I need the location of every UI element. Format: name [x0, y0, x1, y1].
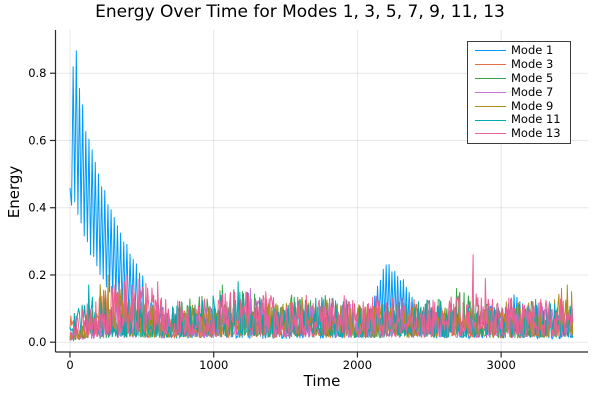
legend-entry: Mode 3 [468, 58, 570, 71]
y-tick-label: 0.8 [28, 66, 46, 80]
y-tick-label: 0.6 [28, 133, 46, 147]
legend-line-sample-icon [475, 78, 506, 80]
series-line-mode-13 [69, 254, 574, 340]
x-tick-label: 0 [66, 358, 73, 372]
legend-label: Mode 3 [511, 57, 554, 72]
legend-label: Mode 5 [511, 70, 554, 85]
x-axis-label: Time [303, 372, 341, 390]
legend-box: Mode 1 Mode 3 Mode 5 Mode 7 Mode 9 Mode 11 Mod… [467, 41, 571, 144]
legend-line-sample-icon [475, 64, 506, 66]
legend-label: Mode 7 [511, 84, 554, 99]
legend-entry: Mode 1 [468, 44, 570, 57]
legend-line-sample-icon [475, 91, 506, 93]
legend-line-sample-icon [475, 105, 506, 107]
x-tick-label: 1000 [199, 358, 228, 372]
y-tick-label: 0.2 [28, 268, 46, 282]
legend-label: Mode 11 [511, 112, 561, 127]
chart-title: Energy Over Time for Modes 1, 3, 5, 7, 9… [95, 2, 505, 22]
legend-line-sample-icon [475, 50, 506, 52]
legend-line-sample-icon [475, 119, 506, 121]
legend-entry: Mode 9 [468, 100, 570, 113]
data-series-lines [69, 50, 574, 342]
x-tick-label: 2000 [343, 358, 372, 372]
y-axis-label: Energy [5, 165, 23, 219]
legend-entry: Mode 13 [468, 127, 570, 140]
y-tick-label: 0.4 [28, 201, 46, 215]
legend-label: Mode 1 [511, 43, 554, 58]
legend-entry: Mode 11 [468, 114, 570, 127]
legend-label: Mode 9 [511, 98, 554, 113]
y-tick-label: 0.0 [28, 335, 46, 349]
legend-entry: Mode 5 [468, 72, 570, 85]
legend-entry: Mode 7 [468, 86, 570, 99]
legend-line-sample-icon [475, 133, 506, 135]
legend-label: Mode 13 [511, 126, 561, 141]
axes-and-ticks: 0 1000 2000 3000 0.0 0.2 0.4 0.6 0.8 [28, 30, 588, 372]
x-tick-label: 3000 [487, 358, 516, 372]
